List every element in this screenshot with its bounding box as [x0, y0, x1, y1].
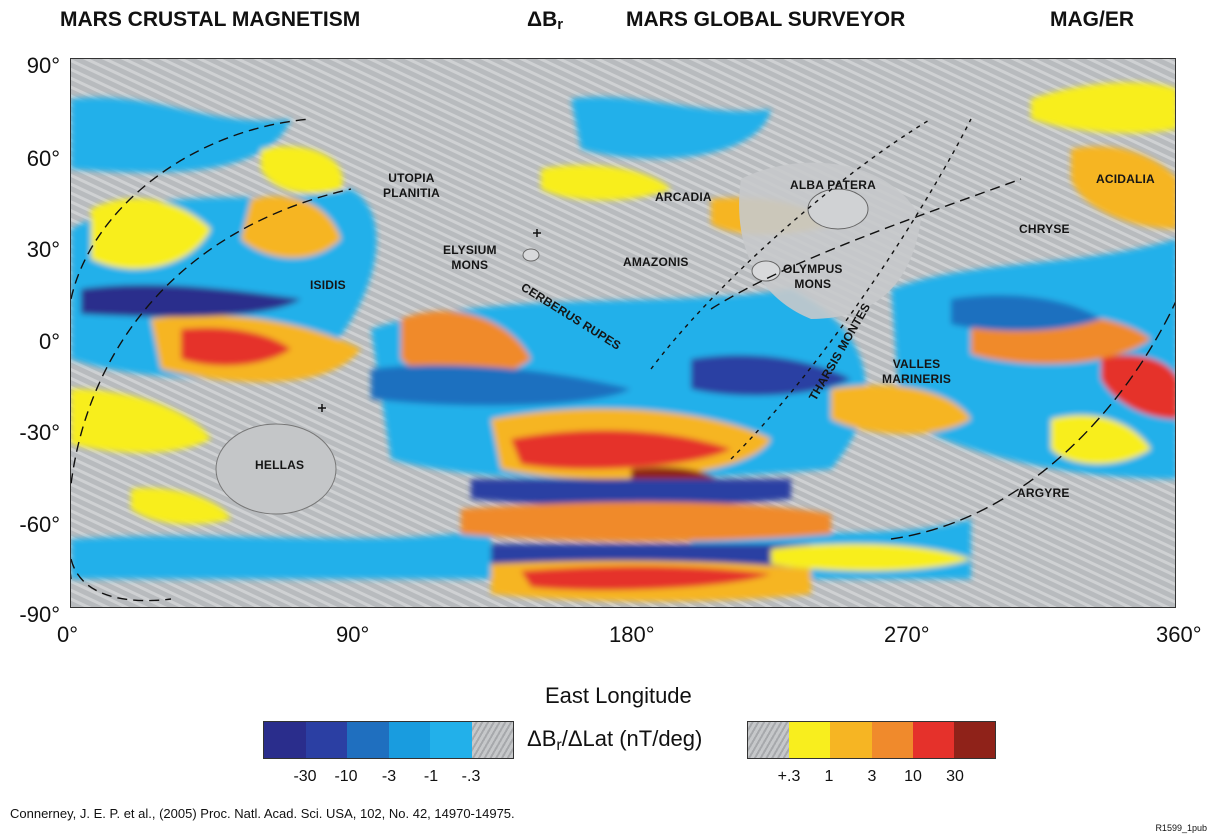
x-tick-270: 270° — [884, 622, 930, 647]
colorbar-title-sub: r — [556, 737, 562, 754]
field-anomaly-bands — [71, 82, 1175, 602]
y-tick-0: 0° — [38, 329, 60, 354]
label-argyre: ARGYRE — [1017, 486, 1070, 500]
x-tick-180: 180° — [609, 622, 655, 647]
magnetism-map — [70, 58, 1176, 608]
label-hellas: HELLAS — [255, 458, 305, 472]
hellas-basin — [215, 423, 337, 515]
label-chryse: CHRYSE — [1019, 222, 1070, 236]
citation: Connerney, J. E. P. et al., (2005) Proc.… — [10, 806, 515, 821]
dashed-circle-southwest — [71, 558, 172, 602]
y-tick-60: 60° — [26, 146, 60, 171]
dashed-circle-west-north — [71, 118, 312, 300]
x-axis-title: East Longitude — [545, 683, 692, 708]
cbar-tick-neg03: -.3 — [461, 768, 481, 785]
y-tick-90: 90° — [26, 53, 60, 78]
colorbar-title-rest: /ΔLat (nT/deg) — [561, 726, 703, 751]
delta-br-main: ΔB — [527, 8, 558, 31]
title-mars-global-surveyor: MARS GLOBAL SURVEYOR — [626, 8, 906, 31]
delta-br-heading: ΔBr — [527, 8, 563, 33]
y-tick-minus30: -30° — [19, 420, 60, 445]
y-tick-minus60: -60° — [19, 512, 60, 537]
colorbar-title-main: ΔB — [527, 726, 557, 751]
y-tick-30: 30° — [26, 237, 60, 262]
dashed-circle-west — [71, 188, 352, 579]
label-elysium-mons: ELYSIUM MONS — [443, 243, 497, 272]
label-isidis: ISIDIS — [310, 278, 346, 292]
swatch-gray-neutral-right — [748, 722, 790, 758]
title-crustal-magnetism: MARS CRUSTAL MAGNETISM — [60, 8, 361, 31]
swatch-neg-30 — [264, 722, 306, 758]
label-olympus-mons: OLYMPUS MONS — [783, 262, 843, 291]
olympus-mons-crater — [751, 260, 781, 282]
label-alba-patera: ALBA PATERA — [790, 178, 876, 192]
cbar-tick-pos1: 1 — [824, 768, 834, 785]
cbar-tick-pos3: 3 — [867, 768, 877, 785]
dashed-circle-east — [890, 301, 1175, 540]
swatch-neg-1 — [388, 722, 430, 758]
cbar-tick-pos03: +.3 — [777, 768, 801, 785]
dotted-circle-amazonis — [650, 118, 932, 370]
cbar-tick-neg1: -1 — [423, 768, 439, 785]
map-canvas — [71, 59, 1175, 607]
colorbar-negative — [263, 721, 514, 759]
label-valles-marineris: VALLES MARINERIS — [882, 357, 952, 386]
swatch-pos-10 — [912, 722, 954, 758]
x-tick-0: 0° — [57, 622, 79, 647]
label-amazonis: AMAZONIS — [623, 255, 689, 269]
label-utopia-planitia: UTOPIA PLANITIA — [383, 171, 440, 200]
label-acidalia: ACIDALIA — [1096, 172, 1155, 186]
x-tick-90: 90° — [336, 622, 370, 647]
cbar-tick-neg3: -3 — [381, 768, 397, 785]
swatch-neg-3 — [347, 722, 389, 758]
cbar-tick-pos10: 10 — [904, 768, 922, 785]
crosshair-marker — [533, 229, 541, 237]
x-tick-360: 360° — [1156, 622, 1202, 647]
swatch-pos-1 — [830, 722, 872, 758]
colorbar-positive — [747, 721, 996, 759]
label-arcadia: ARCADIA — [655, 190, 712, 204]
swatch-neg-03 — [430, 722, 472, 758]
dashed-circle-arcadia — [710, 178, 1022, 310]
swatch-neg-10 — [305, 722, 347, 758]
elysium-mons-crater — [522, 248, 540, 262]
swatch-pos-30 — [953, 722, 996, 758]
colorbar-title: ΔBr/ΔLat (nT/deg) — [527, 726, 702, 755]
swatch-gray-neutral-left — [471, 722, 513, 758]
tharsis-plateau — [739, 162, 921, 319]
y-tick-minus90: -90° — [19, 602, 60, 627]
dotted-circle-tharsis — [730, 118, 972, 460]
alba-patera-crater — [807, 188, 869, 230]
swatch-pos-03 — [789, 722, 831, 758]
cbar-tick-neg10: -10 — [334, 768, 358, 785]
cbar-tick-pos30: 30 — [946, 768, 964, 785]
cbar-tick-neg30: -30 — [293, 768, 317, 785]
crosshair-marker-hellas — [318, 404, 326, 412]
title-mag-er: MAG/ER — [1050, 8, 1134, 31]
swatch-pos-3 — [871, 722, 913, 758]
reference-id: R1599_1pub — [1155, 823, 1207, 833]
delta-br-subscript: r — [557, 16, 564, 33]
